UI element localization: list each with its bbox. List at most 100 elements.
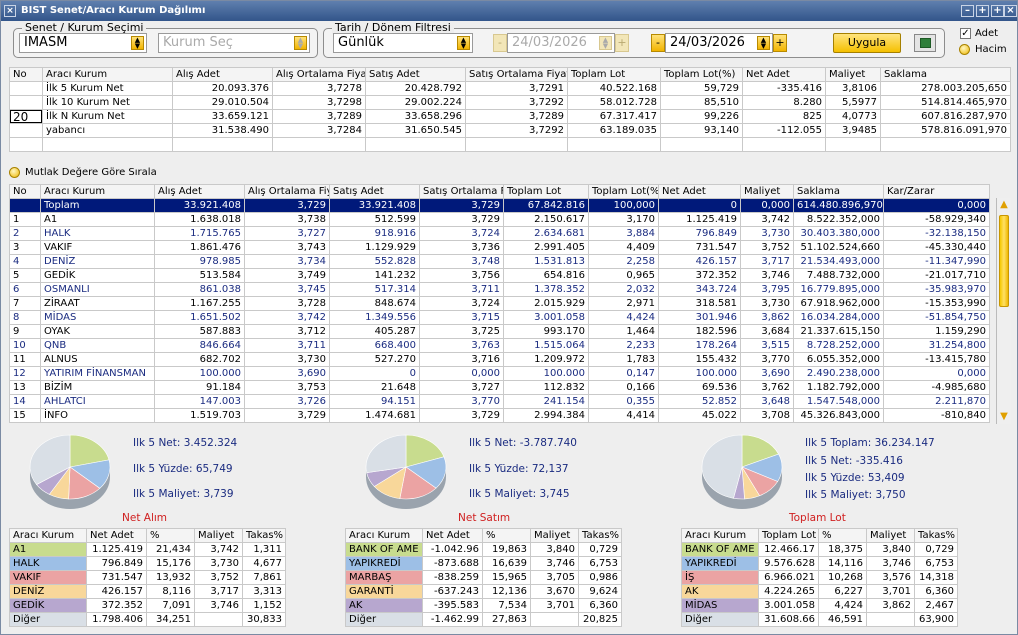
- summary-row[interactable]: İlk 10 Kurum Net 29.010.504 3,7298 29.002.2…: [9, 95, 1011, 110]
- table-row[interactable]: İŞ 6.966.021 10,268 3,576 14,318: [681, 570, 958, 585]
- column-header[interactable]: %: [818, 528, 867, 543]
- table-row[interactable]: YAPIKREDİ -873.688 16,639 3,746 6,753: [345, 556, 622, 571]
- table-row[interactable]: DENİZ 426.157 8,116 3,717 3,313: [9, 584, 286, 599]
- table-row[interactable]: 1 A1 1.638.018 3,738 512.599 3,729 2.150.617 3,…: [9, 212, 990, 227]
- column-header[interactable]: Alış Adet: [172, 67, 273, 82]
- summary-row[interactable]: 20 İlk N Kurum Net 33.659.121 3,7289 33.658.…: [9, 109, 1011, 124]
- chevron-down-icon[interactable]: ▲ ▼: [599, 36, 612, 50]
- column-header[interactable]: Net Adet: [742, 67, 826, 82]
- summary-row[interactable]: yabancı 31.538.490 3,7284 31.650.545 3,7292 6…: [9, 123, 1011, 138]
- column-header[interactable]: Takas%: [914, 528, 958, 543]
- table-row[interactable]: 14 AHLATCI 147.003 3,726 94.151 3,770 241.154 0…: [9, 394, 990, 409]
- column-header[interactable]: Satış Ortalama Fiyat: [465, 67, 568, 82]
- period-select[interactable]: Günlük ▲ ▼: [333, 33, 473, 53]
- table-row[interactable]: 8 MİDAS 1.651.502 3,742 1.349.556 3,715 3.001.…: [9, 310, 990, 325]
- column-header[interactable]: Maliyet: [866, 528, 915, 543]
- column-header[interactable]: %: [146, 528, 195, 543]
- table-row[interactable]: MİDAS 3.001.058 4,424 3,862 2,467: [681, 598, 958, 613]
- table-row[interactable]: 15 İNFO 1.519.703 3,729 1.474.681 3,729 2.994.…: [9, 408, 990, 423]
- column-header[interactable]: Maliyet: [825, 67, 881, 82]
- table-row[interactable]: Diğer 1.798.406 34,251 30,833: [9, 612, 286, 627]
- column-header[interactable]: Maliyet: [740, 184, 794, 199]
- column-header[interactable]: Net Adet: [658, 184, 741, 199]
- table-row[interactable]: 6 OSMANLI 861.038 3,745 517.314 3,711 1.378.35…: [9, 282, 990, 297]
- column-header[interactable]: Aracı Kurum: [9, 528, 87, 543]
- column-header[interactable]: Net Adet: [86, 528, 147, 543]
- hacim-radio[interactable]: [959, 44, 970, 55]
- column-header[interactable]: Saklama: [793, 184, 884, 199]
- table-row[interactable]: 13 BİZİM 91.184 3,753 21.648 3,727 112.832 0,16…: [9, 380, 990, 395]
- apply-button[interactable]: Uygula: [833, 33, 901, 53]
- sort-radio[interactable]: [9, 167, 20, 178]
- date-from-field[interactable]: 24/03/2026 ▲ ▼: [507, 33, 615, 53]
- table-row[interactable]: GARANTİ -637.243 12,136 3,670 9,624: [345, 584, 622, 599]
- close-icon[interactable]: ×: [4, 5, 16, 17]
- column-header[interactable]: Toplam Lot: [503, 184, 589, 199]
- adet-checkbox[interactable]: ✓: [960, 28, 971, 39]
- excel-export-button[interactable]: [914, 34, 936, 52]
- column-header[interactable]: No: [9, 67, 43, 82]
- column-header[interactable]: Saklama: [880, 67, 1011, 82]
- table-row[interactable]: BANK OF AME 12.466.17 18,375 3,840 0,729: [681, 542, 958, 557]
- scroll-up-icon[interactable]: ▲: [1000, 199, 1008, 210]
- maximize-icon[interactable]: +: [991, 5, 1004, 17]
- table-row[interactable]: MARBAŞ -838.259 15,965 3,705 0,986: [345, 570, 622, 585]
- chevron-down-icon[interactable]: ▲ ▼: [131, 36, 144, 50]
- scroll-down-icon[interactable]: ▼: [1000, 411, 1008, 422]
- table-row[interactable]: 5 GEDİK 513.584 3,749 141.232 3,756 654.816 0,9…: [9, 268, 990, 283]
- senet-select[interactable]: IMASM ▲ ▼: [19, 33, 147, 53]
- table-row[interactable]: AK -395.583 7,534 3,701 6,360: [345, 598, 622, 613]
- table-row[interactable]: 9 OYAK 587.883 3,712 405.287 3,725 993.170 1,46…: [9, 324, 990, 339]
- total-row[interactable]: Toplam 33.921.408 3,729 33.921.408 3,729 67.8…: [9, 198, 990, 213]
- column-header[interactable]: Satış Ortalama Fi: [419, 184, 504, 199]
- column-header[interactable]: Kar/Zarar: [883, 184, 990, 199]
- column-header[interactable]: Maliyet: [194, 528, 243, 543]
- table-row[interactable]: BANK OF AME -1.042.96 19,863 3,840 0,729: [345, 542, 622, 557]
- column-header[interactable]: Toplam Lot(%): [660, 67, 743, 82]
- chevron-down-icon[interactable]: ▲ ▼: [294, 36, 307, 50]
- table-row[interactable]: HALK 796.849 15,176 3,730 4,677: [9, 556, 286, 571]
- column-header[interactable]: Aracı Kurum: [40, 184, 155, 199]
- table-row[interactable]: 7 ZİRAAT 1.167.255 3,728 848.674 3,724 2.015.9…: [9, 296, 990, 311]
- column-header[interactable]: Aracı Kurum: [42, 67, 173, 82]
- summary-row[interactable]: İlk 5 Kurum Net 20.093.376 3,7278 20.428.79…: [9, 81, 1011, 96]
- column-header[interactable]: Alış Ortalama Fiyat: [272, 67, 366, 82]
- table-row[interactable]: YAPIKREDİ 9.576.628 14,116 3,746 6,753: [681, 556, 958, 571]
- table-row[interactable]: Diğer -1.462.99 27,863 20,825: [345, 612, 622, 627]
- table-row[interactable]: 2 HALK 1.715.765 3,727 918.916 3,724 2.634.681…: [9, 226, 990, 241]
- date-from-minus-button[interactable]: -: [493, 34, 507, 52]
- date-to-plus-button[interactable]: +: [773, 34, 787, 52]
- column-header[interactable]: Takas%: [578, 528, 622, 543]
- close-window-icon[interactable]: ×: [1004, 5, 1017, 17]
- column-header[interactable]: Takas%: [242, 528, 286, 543]
- column-header[interactable]: Toplam Lot: [567, 67, 661, 82]
- date-to-minus-button[interactable]: -: [651, 34, 665, 52]
- column-header[interactable]: Satış Adet: [329, 184, 420, 199]
- column-header[interactable]: Alış Adet: [154, 184, 245, 199]
- kurum-select[interactable]: Kurum Seç ▲ ▼: [158, 33, 310, 53]
- main-scrollbar[interactable]: ▲ ▼: [996, 198, 1011, 424]
- table-row[interactable]: VAKIF 731.547 13,932 3,752 7,861: [9, 570, 286, 585]
- table-row[interactable]: GEDİK 372.352 7,091 3,746 1,152: [9, 598, 286, 613]
- n-value[interactable]: 20: [10, 110, 42, 123]
- table-row[interactable]: 4 DENİZ 978.985 3,734 552.828 3,748 1.531.813 2…: [9, 254, 990, 269]
- table-row[interactable]: 10 QNB 846.664 3,711 668.400 3,763 1.515.064 2,…: [9, 338, 990, 353]
- column-header[interactable]: Maliyet: [530, 528, 579, 543]
- column-header[interactable]: Aracı Kurum: [681, 528, 759, 543]
- n-input[interactable]: 20: [9, 109, 43, 124]
- column-header[interactable]: Net Adet: [422, 528, 483, 543]
- column-header[interactable]: %: [482, 528, 531, 543]
- scroll-thumb[interactable]: [999, 215, 1009, 307]
- table-row[interactable]: A1 1.125.419 21,434 3,742 1,311: [9, 542, 286, 557]
- restore-icon[interactable]: +: [976, 5, 989, 17]
- column-header[interactable]: Alış Ortalama Fiy: [244, 184, 330, 199]
- column-header[interactable]: Aracı Kurum: [345, 528, 423, 543]
- table-row[interactable]: AK 4.224.265 6,227 3,701 6,360: [681, 584, 958, 599]
- chevron-down-icon[interactable]: ▲ ▼: [757, 36, 770, 50]
- column-header[interactable]: Toplam Lot: [758, 528, 819, 543]
- minimize-icon[interactable]: –: [961, 5, 974, 17]
- column-header[interactable]: No: [9, 184, 41, 199]
- column-header[interactable]: Toplam Lot(%: [588, 184, 659, 199]
- table-row[interactable]: 3 VAKIF 1.861.476 3,743 1.129.929 3,736 2.991.…: [9, 240, 990, 255]
- date-to-field[interactable]: 24/03/2026 ▲ ▼: [665, 33, 773, 53]
